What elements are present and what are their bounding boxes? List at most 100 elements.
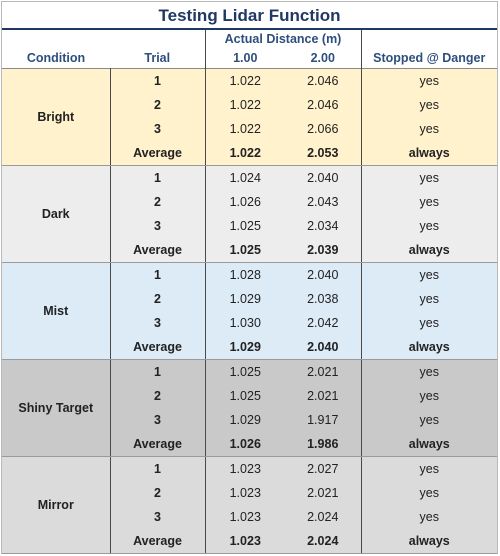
stopped-cell: yes (360, 311, 498, 335)
table-row: Shiny Target 1 1.025 2.021 yes (2, 359, 498, 457)
header-distance-1: 1.00 (204, 48, 285, 69)
distance-2-cell: 2.034 (307, 219, 339, 233)
condition-cell: Shiny Target (2, 359, 111, 457)
stopped-cell: yes (360, 214, 498, 238)
distance-1-cell: 1.028 (204, 262, 285, 287)
stopped-cell: yes (360, 287, 498, 311)
distance-2-cell: 2.042 (307, 316, 339, 330)
header-actual-distance: Actual Distance (m) (204, 30, 362, 48)
average-distance-2: 2.040 (285, 335, 362, 360)
average-label: Average (110, 141, 205, 166)
distance-1-cell: 1.025 (204, 359, 285, 384)
header-trial: Trial (144, 51, 171, 65)
average-distance-1: 1.029 (204, 335, 285, 360)
trial-cell: 3 (154, 510, 161, 524)
table-row: Mirror 1 1.023 2.027 yes (2, 456, 498, 554)
average-stopped: always (360, 335, 498, 360)
condition-cell: Bright (2, 68, 111, 166)
stopped-cell: yes (360, 190, 498, 214)
stopped-cell: yes (360, 68, 498, 93)
stopped-cell: yes (360, 408, 498, 432)
distance-1-cell: 1.023 (204, 505, 285, 529)
distance-2-cell: 2.040 (307, 171, 339, 185)
distance-2-cell: 2.046 (307, 98, 339, 112)
trial-cell: 3 (154, 122, 161, 136)
header-row: Condition Trial 1.00 2.00 Stopped @ Dang… (2, 48, 498, 69)
header-stopped: Stopped @ Danger (360, 48, 498, 69)
distance-2-cell: 2.046 (307, 74, 339, 88)
condition-cell: Dark (2, 165, 111, 263)
trial-cell: 2 (154, 195, 161, 209)
average-stopped: always (360, 529, 498, 554)
average-distance-1: 1.026 (204, 432, 285, 457)
distance-2-cell: 2.040 (307, 268, 339, 282)
stopped-cell: yes (360, 359, 498, 384)
table-body: Bright 1 1.022 2.046 yes 2 1.022 2.046 yes 3 1.022… (2, 68, 498, 554)
table-row: Bright 1 1.022 2.046 yes (2, 68, 498, 166)
trial-cell: 1 (154, 171, 161, 185)
trial-cell: 2 (154, 98, 161, 112)
table-row: Dark 1 1.024 2.040 yes (2, 165, 498, 263)
header-condition: Condition (26, 51, 86, 65)
stopped-cell: yes (360, 456, 498, 481)
average-stopped: always (360, 238, 498, 263)
distance-2-cell: 2.021 (307, 365, 339, 379)
header-empty-2 (110, 30, 205, 48)
header-row-top: Actual Distance (m) (2, 30, 498, 48)
trial-cell: 2 (154, 486, 161, 500)
average-distance-2: 2.024 (285, 529, 362, 554)
average-distance-1: 1.022 (204, 141, 285, 166)
distance-1-cell: 1.022 (204, 68, 285, 93)
distance-2-cell: 2.043 (307, 195, 339, 209)
distance-1-cell: 1.029 (204, 408, 285, 432)
trial-cell: 2 (154, 389, 161, 403)
distance-1-cell: 1.025 (204, 384, 285, 408)
distance-2-cell: 1.917 (307, 413, 339, 427)
average-distance-2: 2.053 (285, 141, 362, 166)
stopped-cell: yes (360, 384, 498, 408)
distance-2-cell: 2.066 (307, 122, 339, 136)
table-row: Mist 1 1.028 2.040 yes (2, 262, 498, 360)
distance-1-cell: 1.024 (204, 165, 285, 190)
results-table: Actual Distance (m) Condition Trial 1.00… (2, 30, 498, 554)
stopped-cell: yes (360, 165, 498, 190)
distance-1-cell: 1.023 (204, 481, 285, 505)
trial-cell: 1 (154, 462, 161, 476)
stopped-cell: yes (360, 505, 498, 529)
header-distance-2: 2.00 (310, 51, 335, 65)
header-empty-1 (2, 30, 110, 48)
average-stopped: always (360, 141, 498, 166)
average-label: Average (110, 335, 205, 360)
table-title: Testing Lidar Function (2, 2, 497, 30)
distance-1-cell: 1.022 (204, 93, 285, 117)
average-stopped: always (360, 432, 498, 457)
average-label: Average (110, 432, 205, 457)
stopped-cell: yes (360, 262, 498, 287)
distance-2-cell: 2.027 (307, 462, 339, 476)
distance-1-cell: 1.030 (204, 311, 285, 335)
distance-1-cell: 1.023 (204, 456, 285, 481)
trial-cell: 3 (154, 316, 161, 330)
average-label: Average (110, 238, 205, 263)
distance-1-cell: 1.022 (204, 117, 285, 141)
stopped-cell: yes (360, 93, 498, 117)
distance-1-cell: 1.026 (204, 190, 285, 214)
trial-cell: 2 (154, 292, 161, 306)
trial-cell: 1 (154, 268, 161, 282)
stopped-cell: yes (360, 481, 498, 505)
average-distance-1: 1.025 (204, 238, 285, 263)
trial-cell: 1 (154, 74, 161, 88)
average-row: Average 1.023 2.024 always (2, 529, 498, 554)
condition-cell: Mirror (2, 456, 111, 554)
average-label: Average (110, 529, 205, 554)
distance-2-cell: 2.024 (307, 510, 339, 524)
distance-1-cell: 1.025 (204, 214, 285, 238)
trial-cell: 3 (154, 219, 161, 233)
trial-cell: 3 (154, 413, 161, 427)
distance-2-cell: 2.021 (307, 389, 339, 403)
average-distance-1: 1.023 (204, 529, 285, 554)
stopped-cell: yes (360, 117, 498, 141)
average-distance-2: 1.986 (285, 432, 362, 457)
condition-cell: Mist (2, 262, 111, 360)
